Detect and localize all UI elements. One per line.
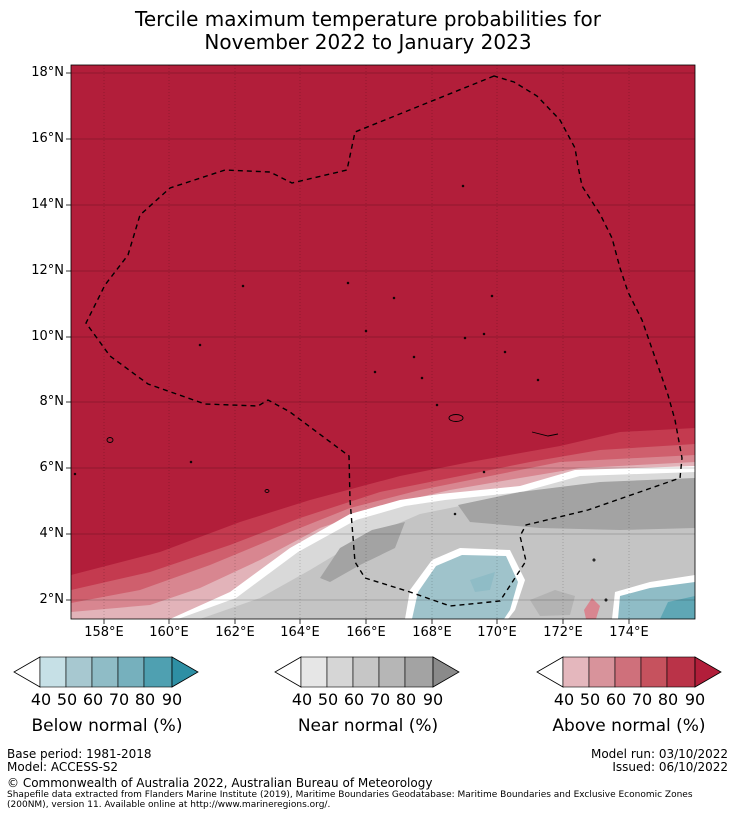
- shapefile-credit-line-1: Shapefile data extracted from Flanders M…: [7, 790, 693, 800]
- map-frame: [70, 64, 696, 620]
- colorbar-tick: 80: [134, 690, 156, 709]
- lon-label: 164°E: [280, 625, 320, 640]
- tick-marks: [66, 72, 630, 624]
- title-line-1: Tercile maximum temperature probabilitie…: [135, 7, 601, 31]
- below-normal-colorbar: [13, 656, 199, 688]
- below-normal-60-region: [412, 555, 518, 619]
- lon-label: 168°E: [412, 625, 452, 640]
- lat-label: 6°N: [39, 460, 65, 475]
- lon-label: 172°E: [543, 625, 583, 640]
- colorbar-tick: 40: [291, 690, 313, 709]
- shapefile-credit-line-2: (200NM), version 11. Available online at…: [7, 800, 331, 810]
- lat-label: 2°N: [39, 592, 65, 607]
- lat-label: 8°N: [39, 394, 65, 409]
- above-normal-label: Above normal (%): [552, 716, 706, 736]
- colorbar-tick: 40: [30, 690, 52, 709]
- graticule: [71, 65, 695, 619]
- near-normal-80-patch: [530, 590, 575, 616]
- model-run-date: Model run: 03/10/2022: [590, 747, 728, 761]
- title-line-2: November 2022 to January 2023: [204, 30, 532, 54]
- below-normal-70-patch: [470, 572, 495, 592]
- colorbar-tick: 80: [395, 690, 417, 709]
- colorbar-tick: 60: [82, 690, 104, 709]
- near-normal-90-patch-east: [458, 478, 695, 530]
- above-normal-colorbar: [536, 656, 722, 688]
- colorbar-tick: 60: [343, 690, 365, 709]
- lat-label: 12°N: [31, 263, 64, 278]
- probability-map: [66, 64, 696, 624]
- near-normal-colorbar: [274, 656, 460, 688]
- lat-label: 14°N: [31, 197, 64, 212]
- colorbar-tick: 70: [369, 690, 391, 709]
- colorbar-tick: 50: [579, 690, 601, 709]
- above-normal-patch-south: [584, 598, 600, 619]
- colorbar-tick: 50: [56, 690, 78, 709]
- map-title: Tercile maximum temperature probabilitie…: [0, 8, 736, 54]
- colorbar-tick: 70: [108, 690, 130, 709]
- lon-label: 158°E: [84, 625, 124, 640]
- below-normal-label: Below normal (%): [31, 716, 183, 736]
- lon-label: 174°E: [609, 625, 649, 640]
- issued-date: Issued: 06/10/2022: [612, 760, 728, 774]
- colorbar-tick: 90: [422, 690, 444, 709]
- lon-label: 160°E: [149, 625, 189, 640]
- colorbar-tick: 90: [684, 690, 706, 709]
- below-normal-80-region-east: [660, 596, 695, 619]
- colorbar-tick: 60: [605, 690, 627, 709]
- lat-label: 4°N: [39, 526, 65, 541]
- lat-label: 16°N: [31, 131, 64, 146]
- islands: [73, 184, 608, 602]
- lat-label: 10°N: [31, 329, 64, 344]
- copyright-notice: © Commonwealth of Australia 2022, Austra…: [7, 776, 433, 790]
- near-normal-label: Near normal (%): [297, 716, 439, 736]
- base-period: Base period: 1981-2018: [7, 747, 152, 761]
- lon-label: 166°E: [346, 625, 386, 640]
- eez-boundary: [85, 75, 683, 607]
- lat-label: 18°N: [31, 65, 64, 80]
- colorbar-tick: 70: [631, 690, 653, 709]
- colorbar-tick: 50: [317, 690, 339, 709]
- lon-label: 170°E: [477, 625, 517, 640]
- colorbar-tick: 40: [553, 690, 575, 709]
- model-name: Model: ACCESS-S2: [7, 760, 119, 774]
- near-normal-90-patch-west: [320, 522, 405, 582]
- colorbar-tick: 90: [161, 690, 183, 709]
- lon-label: 162°E: [215, 625, 255, 640]
- colorbar-tick: 80: [657, 690, 679, 709]
